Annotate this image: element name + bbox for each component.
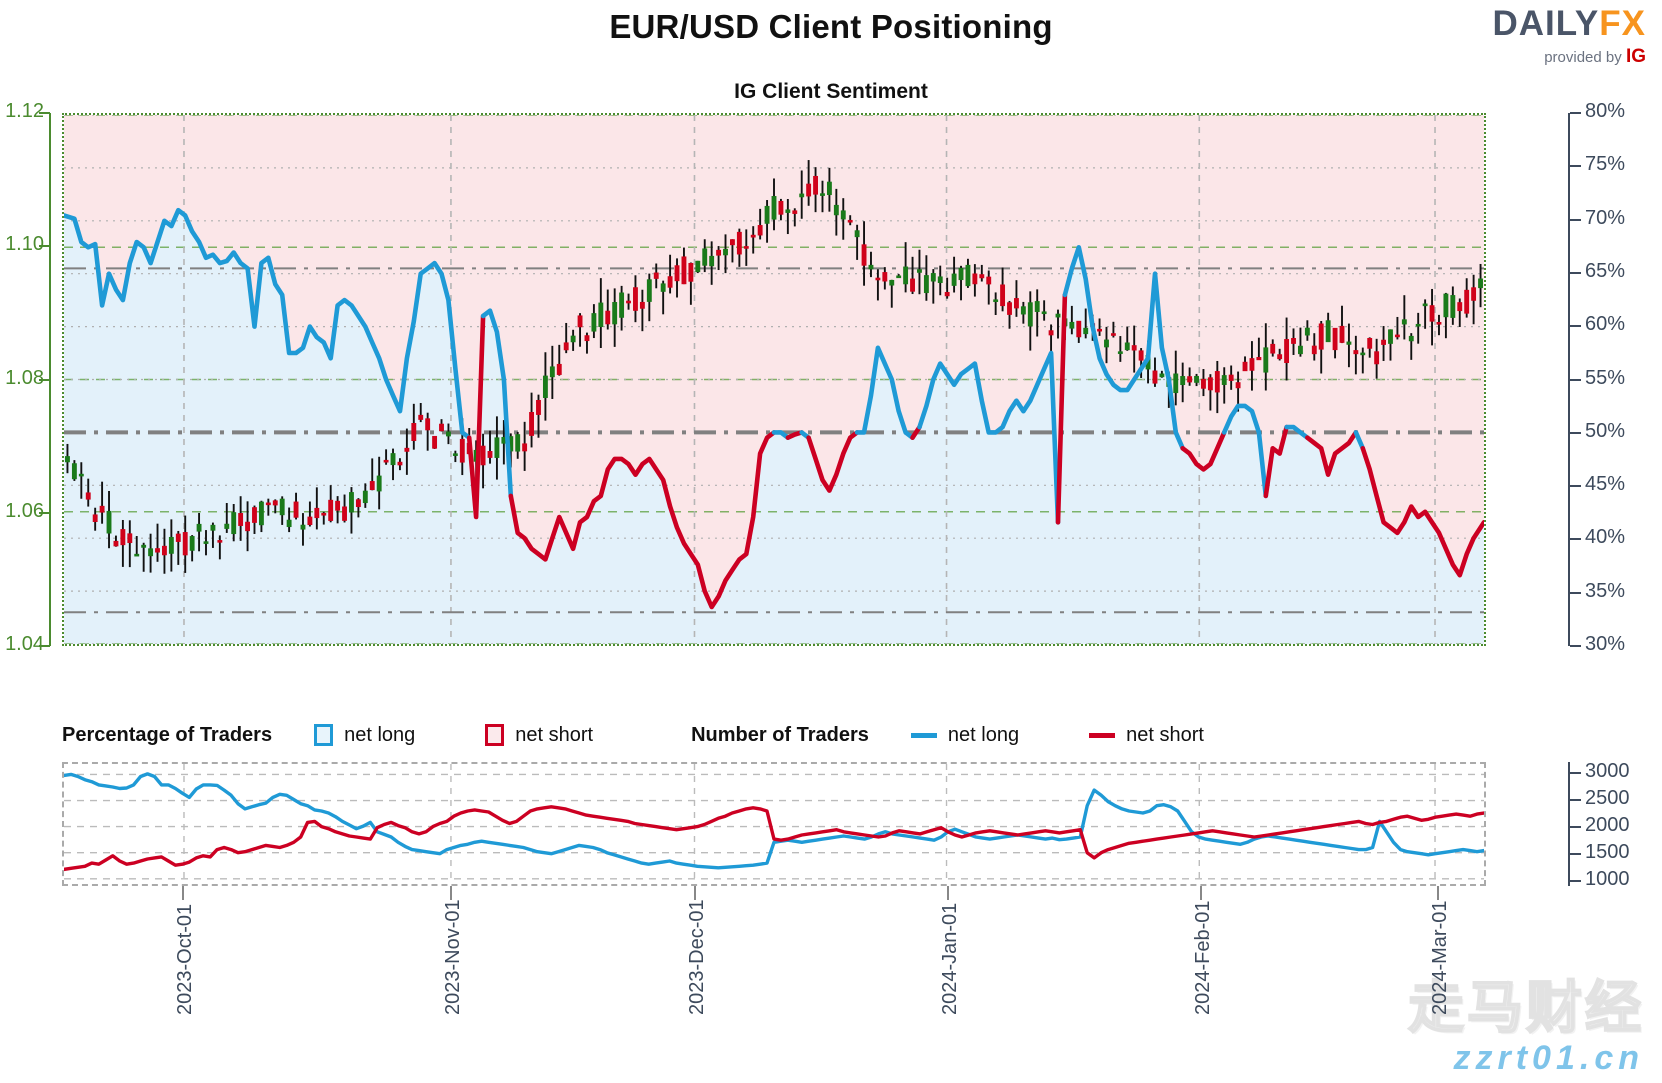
logo-provided-text: provided by — [1544, 49, 1622, 66]
logo-wordmark: DAILYFX — [1492, 6, 1646, 41]
right-axis-tickmark-8 — [1570, 538, 1581, 541]
left-axis-tick-0: 1.12 — [5, 100, 44, 122]
legend-label-pct-net-short: net short — [515, 723, 594, 746]
chart-legend: Percentage of Traders net long net short… — [62, 718, 1512, 752]
legend-swatch-net-long-box — [314, 724, 334, 746]
right-axis-spine — [1568, 113, 1570, 646]
right-axis-tickmark-3 — [1570, 271, 1581, 274]
legend-item-pct-net-short[interactable]: net short — [485, 724, 593, 747]
right-axis-tickmark-0 — [1570, 112, 1581, 114]
x-axis-tickmark-2 — [694, 886, 697, 900]
x-axis-tickmark-1 — [450, 886, 453, 900]
right-axis-tick-3: 65% — [1585, 259, 1626, 282]
lower-axis-tickmark-0 — [1570, 771, 1581, 774]
legend-item-num-net-short[interactable]: net short — [1089, 724, 1204, 747]
lower-axis-tick-4: 1000 — [1585, 867, 1630, 890]
price-sentiment-plot-area — [62, 113, 1486, 646]
left-axis-tick-4: 1.04 — [5, 633, 44, 655]
x-axis-tick-label-2: 2023-Dec-01 — [686, 899, 709, 1015]
right-axis-tickmark-6 — [1570, 431, 1581, 434]
right-axis-tickmark-1 — [1570, 165, 1581, 168]
legend-label-pct-net-long: net long — [344, 723, 416, 746]
number-of-traders-svg — [64, 764, 1484, 884]
right-axis-tickmark-4 — [1570, 325, 1581, 328]
legend-swatch-net-long-line — [910, 732, 937, 738]
left-axis-tickmark-3 — [39, 511, 50, 514]
page-subtitle: IG Client Sentiment — [734, 80, 928, 103]
left-axis-tick-3: 1.06 — [5, 499, 44, 522]
logo-fx-text: FX — [1599, 4, 1646, 43]
right-axis-tick-4: 60% — [1585, 313, 1626, 336]
left-axis-tickmark-2 — [39, 378, 50, 381]
right-axis-tickmark-9 — [1570, 591, 1581, 594]
lower-axis-tickmark-3 — [1570, 852, 1581, 855]
left-axis-tickmark-1 — [39, 245, 50, 248]
logo-provided-by: provided by IG — [1492, 47, 1646, 66]
legend-swatch-net-short-line — [1089, 732, 1116, 738]
x-axis-tick-label-4: 2024-Feb-01 — [1192, 900, 1215, 1015]
x-axis-tick-label-1: 2023-Nov-01 — [442, 899, 465, 1015]
legend-group-number-title: Number of Traders — [691, 723, 869, 746]
right-axis-tick-2: 70% — [1585, 206, 1626, 229]
right-axis-tick-6: 50% — [1585, 419, 1626, 442]
lower-axis-tick-3: 1500 — [1585, 840, 1630, 863]
x-axis-tick-label-0: 2023-Oct-01 — [174, 903, 197, 1015]
lower-axis-tickmark-1 — [1570, 798, 1581, 801]
price-sentiment-svg — [64, 115, 1484, 644]
lower-axis-tick-2: 2000 — [1585, 813, 1630, 836]
right-axis-tick-0: 80% — [1585, 100, 1626, 122]
x-axis-tickmark-3 — [947, 886, 950, 900]
left-axis-tick-1: 1.10 — [5, 233, 44, 256]
legend-label-num-net-long: net long — [947, 723, 1020, 746]
right-axis-tickmark-2 — [1570, 218, 1581, 221]
right-axis-tick-7: 45% — [1585, 473, 1626, 496]
x-axis-tick-label-5: 2024-Mar-01 — [1428, 900, 1451, 1015]
right-axis-tickmark-10 — [1570, 645, 1581, 647]
right-axis-tick-5: 55% — [1585, 366, 1626, 389]
x-axis-tick-label-3: 2024-Jan-01 — [939, 902, 962, 1015]
lower-axis-tickmark-2 — [1570, 825, 1581, 828]
left-axis-tickmark-0 — [39, 112, 50, 114]
lower-axis-tick-0: 3000 — [1585, 759, 1630, 782]
right-axis-tickmark-7 — [1570, 485, 1581, 488]
left-axis-spine — [49, 113, 51, 646]
right-axis-tick-10: 30% — [1585, 633, 1626, 655]
logo-daily-text: DAILY — [1492, 4, 1600, 43]
legend-group-percentage-title: Percentage of Traders — [62, 723, 273, 746]
left-axis-tickmark-4 — [39, 645, 50, 647]
left-axis-tick-2: 1.08 — [5, 366, 44, 389]
lower-axis-tick-1: 2500 — [1585, 786, 1630, 809]
watermark-domain-text: zzrt01.cn — [1453, 1039, 1644, 1077]
lower-right-axis-spine — [1568, 762, 1570, 886]
right-axis-tick-9: 35% — [1585, 579, 1626, 602]
lower-axis-tickmark-4 — [1570, 879, 1581, 882]
right-axis-tick-1: 75% — [1585, 153, 1626, 176]
x-axis-tickmark-4 — [1200, 886, 1203, 900]
x-axis-tickmark-5 — [1436, 886, 1439, 900]
x-axis-tickmark-0 — [182, 886, 185, 900]
legend-item-pct-net-long[interactable]: net long — [314, 724, 415, 747]
dailyfx-logo: DAILYFX provided by IG — [1492, 6, 1646, 66]
legend-item-num-net-long[interactable]: net long — [910, 723, 1020, 747]
page-title: EUR/USD Client Positioning — [609, 8, 1053, 45]
legend-label-num-net-short: net short — [1126, 723, 1204, 746]
right-axis-tick-8: 40% — [1585, 526, 1626, 549]
number-of-traders-plot-area — [62, 762, 1486, 886]
right-axis-tickmark-5 — [1570, 378, 1581, 381]
legend-swatch-net-short-box — [485, 724, 505, 746]
logo-ig-text: IG — [1625, 46, 1646, 67]
